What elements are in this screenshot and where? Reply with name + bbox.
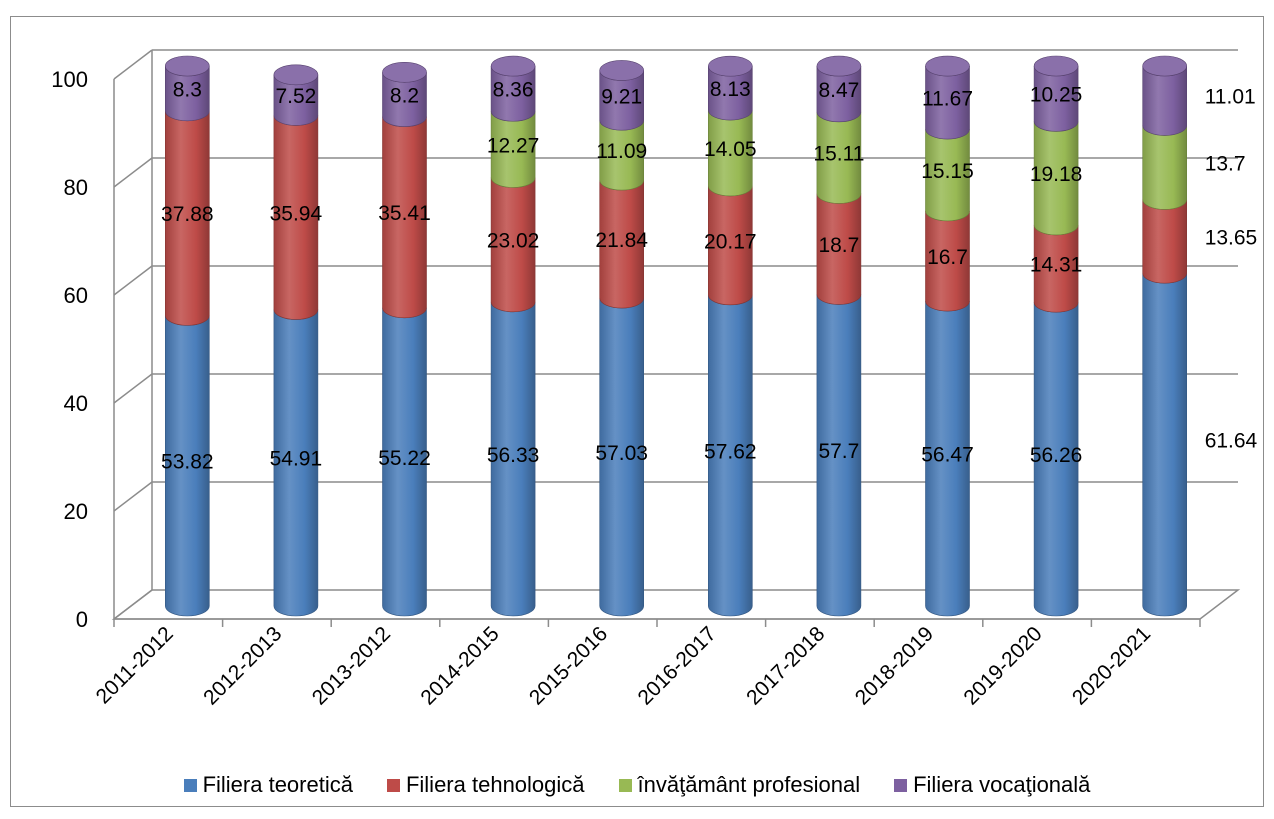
- data-label: 56.47: [921, 444, 974, 467]
- data-label: 9.21: [601, 85, 642, 108]
- gridline-depth: [113, 373, 153, 404]
- data-label: 8.3: [173, 78, 202, 101]
- data-label: 14.05: [704, 138, 757, 161]
- x-tick-label: 2012-2013: [199, 622, 286, 709]
- x-tick-label: 2011-2012: [92, 622, 178, 708]
- legend-item-0: Filiera teoretică: [183, 772, 353, 798]
- x-tick-label: 2014-2015: [416, 622, 503, 709]
- legend-item-2: învăţământ profesional: [618, 772, 861, 798]
- gridline-depth: [113, 589, 153, 620]
- data-label: 15.11: [813, 143, 864, 166]
- gridline-depth: [113, 481, 153, 512]
- data-label: 15.15: [921, 160, 974, 183]
- x-tick-label: 2016-2017: [634, 622, 721, 709]
- data-label: 8.47: [818, 79, 859, 102]
- legend-label-3: Filiera vocaţională: [913, 772, 1091, 797]
- x-tick-label: 2017-2018: [742, 622, 829, 709]
- y-tick-label: 40: [64, 391, 88, 416]
- gridline-depth: [113, 157, 153, 188]
- bar-segment: [1142, 273, 1187, 617]
- bar-top-cap: [599, 60, 645, 81]
- data-label: 10.25: [1030, 84, 1083, 107]
- y-tick-label: 60: [64, 283, 88, 308]
- data-label: 61.64: [1205, 430, 1258, 453]
- data-label: 13.65: [1205, 226, 1258, 249]
- y-tick-label: 100: [51, 67, 88, 92]
- legend-swatch-3: [894, 778, 908, 792]
- data-label: 12.27: [487, 134, 540, 157]
- bar-top-cap: [490, 55, 536, 77]
- bar-segment: [1142, 125, 1187, 210]
- y-tick-label: 80: [64, 175, 88, 200]
- data-label: 20.17: [704, 230, 757, 253]
- data-label: 57.03: [595, 442, 648, 465]
- data-label: 35.94: [270, 202, 323, 225]
- data-label: 56.33: [487, 444, 540, 467]
- data-label: 16.7: [927, 246, 968, 269]
- x-tick-label: 2019-2020: [959, 622, 1046, 709]
- data-label: 53.82: [161, 451, 214, 474]
- x-tick-label: 2015-2016: [525, 622, 612, 709]
- y-tick-label: 0: [76, 607, 88, 632]
- legend-swatch-2: [618, 778, 632, 792]
- bar-segment: [1142, 65, 1187, 136]
- x-tick-label: 2020-2021: [1068, 622, 1155, 709]
- bar-top-cap: [382, 62, 427, 83]
- data-label: 56.26: [1030, 444, 1083, 467]
- data-label: 55.22: [378, 447, 431, 470]
- data-label: 11.67: [922, 88, 973, 111]
- legend-item-3: Filiera vocaţională: [894, 772, 1090, 798]
- bar-top-cap: [273, 64, 319, 86]
- data-label: 23.02: [487, 230, 540, 253]
- data-label: 11.09: [596, 140, 647, 163]
- x-tick-label: 2018-2019: [851, 622, 938, 709]
- legend-swatch-1: [386, 778, 400, 792]
- data-label: 11.01: [1205, 86, 1256, 109]
- bar-top-cap: [165, 55, 210, 77]
- chart-legend: Filiera teoretică Filiera tehnologică în…: [0, 768, 1274, 802]
- bar-segment: [1142, 199, 1187, 284]
- bar-top-cap: [1142, 55, 1187, 77]
- gridline-depth: [113, 265, 153, 296]
- legend-item-1: Filiera tehnologică: [386, 772, 585, 798]
- legend-swatch-0: [183, 778, 197, 792]
- data-label: 7.52: [275, 85, 316, 108]
- data-label: 35.41: [378, 202, 431, 225]
- bar-top-cap: [1033, 55, 1079, 77]
- data-label: 8.2: [390, 84, 419, 107]
- data-label: 8.13: [710, 78, 751, 101]
- bar-top-cap: [816, 55, 862, 77]
- data-label: 8.36: [493, 79, 534, 102]
- data-label: 54.91: [270, 448, 323, 471]
- legend-label-1: Filiera tehnologică: [405, 772, 585, 797]
- data-label: 14.31: [1030, 254, 1083, 277]
- data-label: 57.7: [818, 440, 859, 463]
- gridline-depth: [113, 49, 153, 80]
- y-tick-label: 20: [64, 499, 88, 524]
- data-label: 37.88: [161, 203, 214, 226]
- data-label: 18.7: [818, 234, 859, 257]
- legend-label-2: învăţământ profesional: [637, 772, 861, 797]
- bar-top-cap: [925, 55, 970, 77]
- data-label: 19.18: [1030, 163, 1083, 186]
- x-tick-label: 2013-2012: [308, 622, 395, 709]
- data-label: 13.7: [1205, 152, 1246, 175]
- data-label: 57.62: [704, 440, 757, 463]
- legend-label-0: Filiera teoretică: [202, 772, 353, 797]
- data-label: 21.84: [595, 229, 648, 252]
- bar-top-cap: [707, 55, 753, 77]
